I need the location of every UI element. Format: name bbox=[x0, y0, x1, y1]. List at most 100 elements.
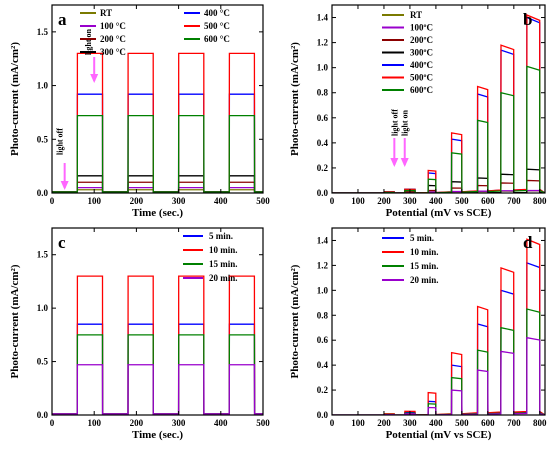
series-line bbox=[52, 364, 263, 415]
x-tick-label: 400 bbox=[429, 196, 443, 206]
legend-label: 600ºC bbox=[410, 85, 433, 95]
y-axis-label: Photo-current (mA/cm²) bbox=[289, 264, 301, 378]
series-line bbox=[52, 334, 263, 415]
annotation-arrow-head bbox=[90, 74, 99, 83]
x-tick-label: 600 bbox=[481, 196, 495, 206]
y-tick-label: 0.5 bbox=[37, 357, 49, 367]
legend-label: 300 °C bbox=[100, 47, 126, 57]
y-tick-label: 0.8 bbox=[317, 88, 329, 98]
x-tick-label: 600 bbox=[481, 418, 495, 428]
y-tick-label: 0.0 bbox=[37, 188, 49, 198]
series-line bbox=[332, 16, 545, 193]
legend-label: 100 °C bbox=[100, 21, 126, 31]
y-tick-label: 0.6 bbox=[317, 335, 329, 345]
y-tick-label: 1.5 bbox=[37, 250, 49, 260]
x-tick-label: 700 bbox=[507, 418, 521, 428]
legend-label: 10 min. bbox=[410, 247, 439, 257]
x-tick-label: 200 bbox=[377, 196, 391, 206]
x-tick-label: 200 bbox=[130, 418, 144, 428]
y-tick-label: 0.2 bbox=[317, 385, 329, 395]
y-tick-label: 0.0 bbox=[37, 410, 49, 420]
y-tick-label: 0.2 bbox=[317, 163, 329, 173]
legend-label: 10 min. bbox=[209, 245, 238, 255]
series-line bbox=[332, 65, 545, 193]
legend-label: RT bbox=[410, 10, 422, 20]
legend-label: 400 °C bbox=[204, 8, 230, 18]
y-axis-label: Photo-current (mA/cm²) bbox=[9, 264, 21, 378]
y-tick-label: 1.4 bbox=[317, 13, 329, 23]
series-line bbox=[52, 93, 263, 193]
legend-label: 500 °C bbox=[204, 21, 230, 31]
x-tick-label: 100 bbox=[87, 418, 101, 428]
x-tick-label: 800 bbox=[533, 196, 547, 206]
legend-label: 15 min. bbox=[209, 259, 238, 269]
series-line bbox=[332, 308, 545, 415]
series-line bbox=[332, 168, 545, 193]
series-group bbox=[332, 14, 545, 193]
series-line bbox=[52, 275, 263, 415]
x-tick-label: 0 bbox=[330, 418, 335, 428]
annotation-label: light off bbox=[56, 128, 65, 155]
series-line bbox=[52, 52, 263, 193]
y-tick-label: 0.0 bbox=[317, 410, 329, 420]
annotation-arrow-head bbox=[60, 181, 69, 190]
annotation-label: light on bbox=[401, 109, 410, 136]
x-tick-label: 100 bbox=[87, 196, 101, 206]
legend-label: 400ºC bbox=[410, 60, 433, 70]
legend-label: 600 °C bbox=[204, 34, 230, 44]
panel-c: 0 100 200 300 400 500 0.0 0.5 1.0 1.5 Time (sec.) P… bbox=[9, 227, 270, 441]
annotation-arrow-head bbox=[390, 158, 399, 167]
legend-label: RT bbox=[100, 8, 112, 18]
series-line bbox=[332, 261, 545, 415]
x-tick-label: 800 bbox=[533, 418, 547, 428]
x-tick-label: 300 bbox=[403, 418, 417, 428]
x-axis-label: Time (sec.) bbox=[132, 429, 183, 441]
plot-frame bbox=[51, 4, 264, 194]
panel-a: 0 100 200 300 400 500 0.0 0.5 1.0 1.5 Time (sec.) P… bbox=[9, 4, 270, 219]
x-tick-label: 300 bbox=[403, 196, 417, 206]
plot-frame bbox=[331, 227, 546, 416]
series-line bbox=[332, 14, 545, 193]
x-tick-label: 100 bbox=[351, 196, 365, 206]
y-tick-label: 1.5 bbox=[37, 27, 49, 37]
panel-letter: d bbox=[523, 233, 533, 252]
y-tick-label: 0.6 bbox=[317, 113, 329, 123]
series-group bbox=[52, 52, 263, 193]
x-tick-label: 400 bbox=[214, 418, 228, 428]
legend-label: 15 min. bbox=[410, 261, 439, 271]
legend-label: 200ºC bbox=[410, 35, 433, 45]
y-tick-label: 0.8 bbox=[317, 310, 329, 320]
y-tick-label: 0.4 bbox=[317, 360, 329, 370]
y-tick-label: 1.2 bbox=[317, 260, 329, 270]
y-tick-label: 1.0 bbox=[317, 285, 329, 295]
legend-label: 200 °C bbox=[100, 34, 126, 44]
x-tick-label: 200 bbox=[130, 196, 144, 206]
plot-frame bbox=[51, 227, 264, 416]
y-tick-label: 0.5 bbox=[37, 134, 49, 144]
panel-letter: a bbox=[58, 10, 67, 29]
y-tick-label: 1.2 bbox=[317, 38, 329, 48]
x-tick-label: 0 bbox=[50, 196, 55, 206]
series-line bbox=[52, 115, 263, 193]
annotation-label: light on bbox=[84, 28, 93, 55]
legend-label: 300ºC bbox=[410, 48, 433, 58]
series-line bbox=[332, 336, 545, 415]
x-tick-label: 300 bbox=[172, 418, 186, 428]
x-tick-label: 0 bbox=[330, 196, 335, 206]
y-axis-label: Photo-current (mA/cm²) bbox=[289, 42, 301, 156]
annotation-arrow-head bbox=[400, 158, 409, 167]
x-tick-label: 400 bbox=[429, 418, 443, 428]
legend-label: 20 min. bbox=[410, 275, 439, 285]
x-axis-label: Potential (mV vs SCE) bbox=[386, 429, 492, 441]
legend-label: 5 min. bbox=[209, 231, 233, 241]
x-tick-label: 200 bbox=[377, 418, 391, 428]
x-tick-label: 0 bbox=[50, 418, 55, 428]
panel-letter: b bbox=[523, 10, 532, 29]
panel-letter: c bbox=[58, 233, 66, 252]
y-tick-label: 1.0 bbox=[37, 303, 49, 313]
x-tick-label: 100 bbox=[351, 418, 365, 428]
series-group bbox=[52, 275, 263, 415]
x-tick-label: 400 bbox=[214, 196, 228, 206]
y-tick-label: 0.4 bbox=[317, 138, 329, 148]
legend-label: 500ºC bbox=[410, 73, 433, 83]
